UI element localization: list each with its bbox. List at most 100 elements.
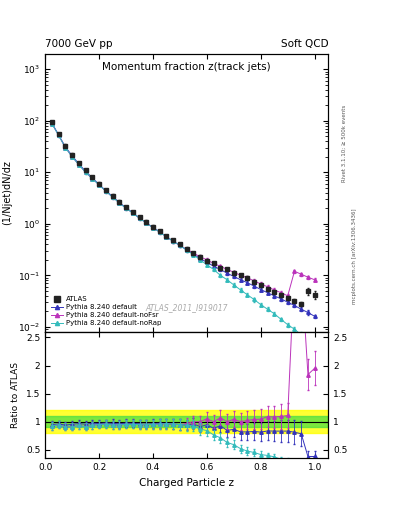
Line: Pythia 8.240 default-noRap: Pythia 8.240 default-noRap <box>50 122 316 349</box>
ATLAS <box>103 187 108 193</box>
Pythia 8.240 default-noFsr <box>218 263 223 269</box>
Pythia 8.240 default-noRap <box>164 233 169 240</box>
ATLAS <box>245 275 250 281</box>
ATLAS <box>198 253 202 260</box>
ATLAS <box>231 270 236 276</box>
Pythia 8.240 default-noFsr <box>204 257 209 263</box>
Pythia 8.240 default-noFsr <box>83 169 88 176</box>
Pythia 8.240 default-noRap <box>292 326 297 332</box>
ATLAS <box>272 289 277 295</box>
Pythia 8.240 default <box>299 306 303 312</box>
Pythia 8.240 default <box>218 266 223 272</box>
Pythia 8.240 default-noFsr <box>225 266 230 272</box>
Pythia 8.240 default-noRap <box>245 292 250 298</box>
Pythia 8.240 default-noRap <box>225 276 230 283</box>
Pythia 8.240 default-noRap <box>50 120 54 126</box>
Pythia 8.240 default-noFsr <box>164 233 169 240</box>
Pythia 8.240 default-noRap <box>279 316 283 323</box>
Pythia 8.240 default-noRap <box>83 169 88 176</box>
ATLAS <box>265 286 270 292</box>
ATLAS <box>83 167 88 173</box>
Pythia 8.240 default-noRap <box>144 220 149 226</box>
ATLAS <box>238 272 243 279</box>
ATLAS <box>306 288 310 294</box>
Pythia 8.240 default <box>90 175 95 181</box>
Pythia 8.240 default <box>144 220 149 226</box>
Pythia 8.240 default-noRap <box>272 311 277 317</box>
Pythia 8.240 default-noRap <box>211 266 216 272</box>
Pythia 8.240 default <box>171 238 176 244</box>
Pythia 8.240 default <box>204 259 209 265</box>
ATLAS <box>151 224 155 230</box>
Pythia 8.240 default-noFsr <box>56 132 61 138</box>
Pythia 8.240 default-noFsr <box>137 215 142 221</box>
Pythia 8.240 default-noRap <box>103 188 108 194</box>
ATLAS <box>259 282 263 288</box>
Pythia 8.240 default-noFsr <box>77 162 81 168</box>
ATLAS <box>70 152 75 158</box>
Pythia 8.240 default <box>285 299 290 305</box>
Pythia 8.240 default-noFsr <box>231 269 236 275</box>
Pythia 8.240 default-noFsr <box>130 210 135 216</box>
Pythia 8.240 default-noRap <box>97 182 101 188</box>
Pythia 8.240 default <box>211 263 216 269</box>
ATLAS <box>124 204 129 210</box>
Pythia 8.240 default <box>198 255 202 262</box>
Pythia 8.240 default-noFsr <box>312 276 317 283</box>
Text: mcplots.cern.ch [arXiv:1306.3436]: mcplots.cern.ch [arXiv:1306.3436] <box>352 208 357 304</box>
Pythia 8.240 default <box>312 313 317 319</box>
Pythia 8.240 default-noRap <box>204 262 209 268</box>
ATLAS <box>130 209 135 215</box>
Line: ATLAS: ATLAS <box>50 120 317 306</box>
ATLAS <box>56 131 61 137</box>
Pythia 8.240 default <box>151 224 155 230</box>
Pythia 8.240 default <box>184 247 189 253</box>
Pythia 8.240 default <box>225 270 230 276</box>
ATLAS <box>157 228 162 234</box>
Pythia 8.240 default-noFsr <box>157 229 162 235</box>
Pythia 8.240 default-noFsr <box>299 271 303 278</box>
Pythia 8.240 default-noRap <box>171 238 176 244</box>
ATLAS <box>204 258 209 264</box>
Pythia 8.240 default-noFsr <box>124 205 129 211</box>
Pythia 8.240 default-noRap <box>299 332 303 338</box>
ATLAS <box>299 301 303 307</box>
Pythia 8.240 default <box>63 144 68 150</box>
Pythia 8.240 default-noFsr <box>144 220 149 226</box>
ATLAS <box>164 233 169 239</box>
Pythia 8.240 default-noFsr <box>245 274 250 281</box>
Pythia 8.240 default-noFsr <box>306 274 310 280</box>
ATLAS <box>178 241 182 247</box>
Pythia 8.240 default-noRap <box>285 322 290 328</box>
Pythia 8.240 default-noFsr <box>191 250 196 256</box>
Pythia 8.240 default-noRap <box>77 162 81 168</box>
Text: 7000 GeV pp: 7000 GeV pp <box>45 38 113 49</box>
Pythia 8.240 default <box>245 280 250 286</box>
Pythia 8.240 default-noFsr <box>90 176 95 182</box>
Pythia 8.240 default-noFsr <box>198 253 202 260</box>
ATLAS <box>97 181 101 187</box>
Line: Pythia 8.240 default-noFsr: Pythia 8.240 default-noFsr <box>50 122 316 297</box>
Pythia 8.240 default-noFsr <box>272 287 277 293</box>
Pythia 8.240 default <box>124 205 129 211</box>
Pythia 8.240 default-noRap <box>184 247 189 253</box>
Pythia 8.240 default-noFsr <box>259 281 263 287</box>
Pythia 8.240 default-noRap <box>117 200 122 206</box>
Bar <box>45 416 328 428</box>
Pythia 8.240 default <box>279 296 283 302</box>
Pythia 8.240 default-noFsr <box>70 154 75 160</box>
ATLAS <box>144 219 149 225</box>
Pythia 8.240 default <box>77 161 81 167</box>
Pythia 8.240 default-noRap <box>306 339 310 346</box>
Text: Momentum fraction z(track jets): Momentum fraction z(track jets) <box>102 62 271 72</box>
Pythia 8.240 default-noRap <box>110 194 115 200</box>
Pythia 8.240 default-noRap <box>252 296 256 303</box>
Legend: ATLAS, Pythia 8.240 default, Pythia 8.240 default-noFsr, Pythia 8.240 default-no: ATLAS, Pythia 8.240 default, Pythia 8.24… <box>49 294 163 328</box>
ATLAS <box>117 199 122 205</box>
Pythia 8.240 default-noFsr <box>265 284 270 290</box>
Pythia 8.240 default <box>83 168 88 174</box>
Pythia 8.240 default-noRap <box>312 344 317 350</box>
ATLAS <box>292 298 297 304</box>
Pythia 8.240 default-noRap <box>63 145 68 151</box>
Pythia 8.240 default <box>238 276 243 283</box>
